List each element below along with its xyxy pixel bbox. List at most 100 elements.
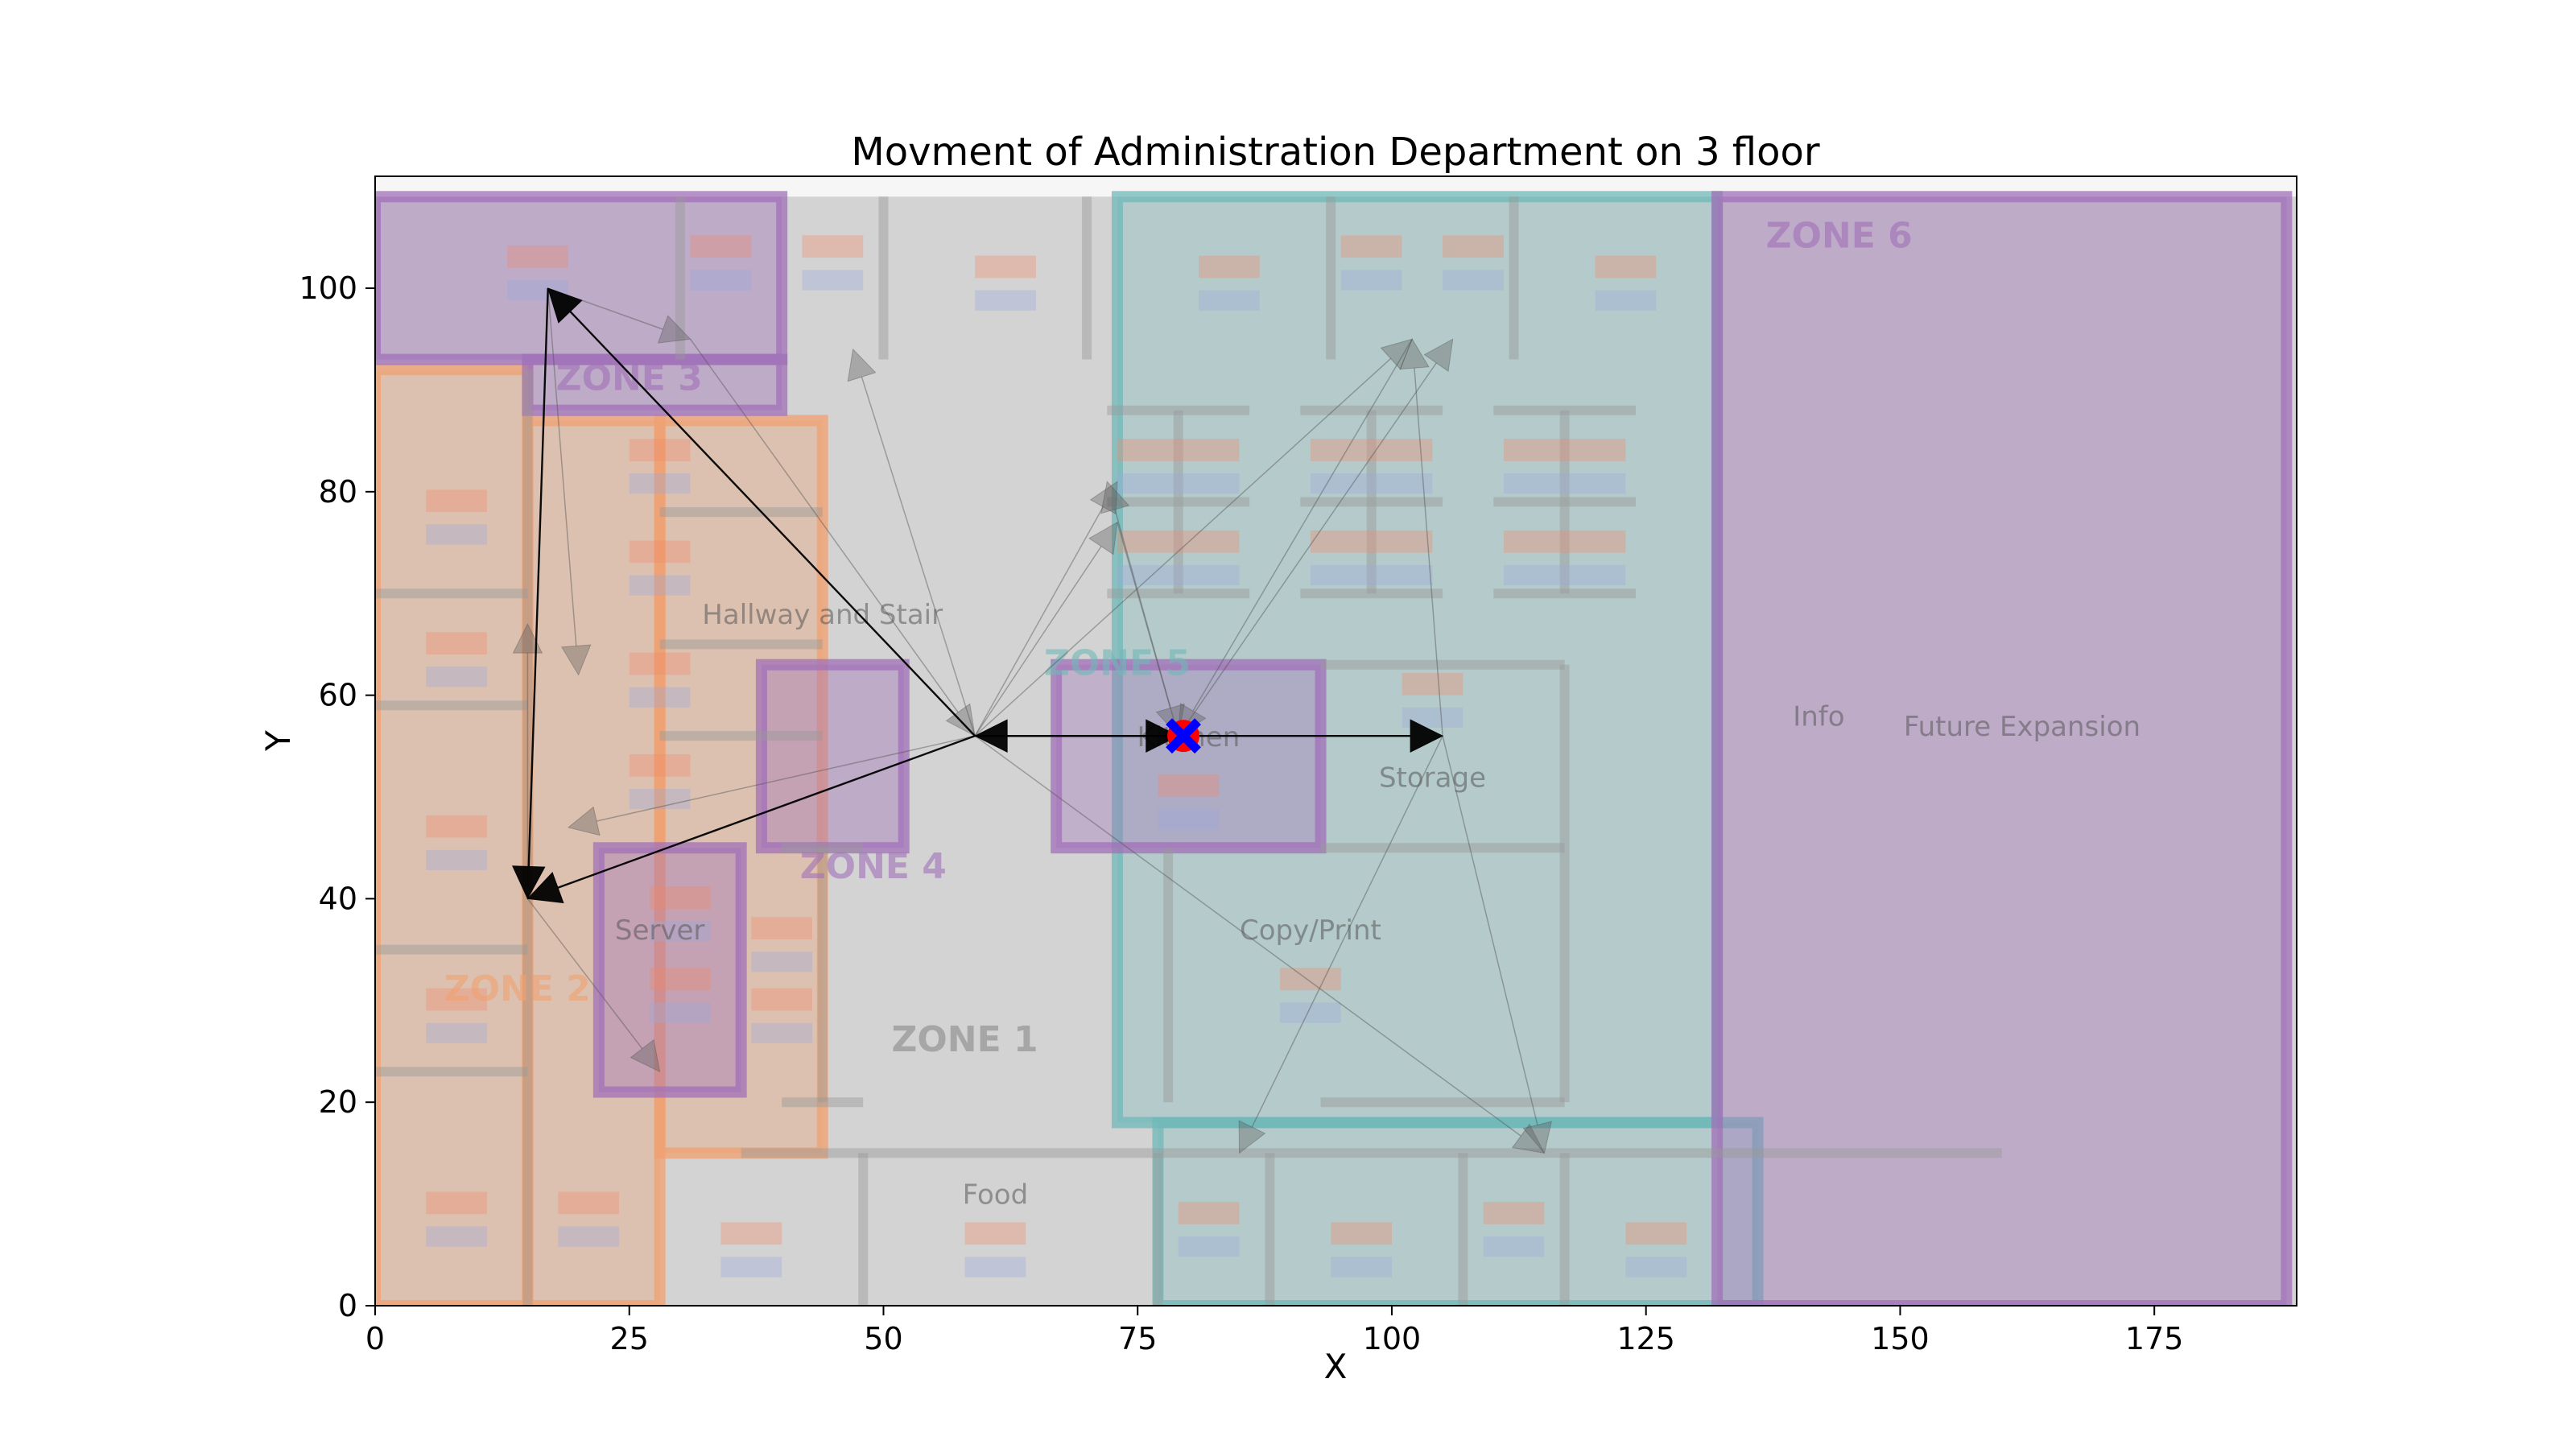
faint-arrow-shaft xyxy=(1192,338,1413,712)
room-tag xyxy=(426,1226,487,1247)
faint-arrow-head xyxy=(657,315,691,344)
room-tag xyxy=(802,270,864,291)
y-axis-label: Y xyxy=(258,730,298,752)
faint-arrow-shaft xyxy=(861,376,976,737)
x-tick-label: 0 xyxy=(365,1321,385,1356)
faint-arrow-head xyxy=(567,806,601,836)
room-tag xyxy=(1117,564,1179,586)
room-tag xyxy=(751,917,813,939)
faint-arrow xyxy=(1442,736,1553,1154)
room-label: Info xyxy=(1793,701,1844,733)
faint-arrow xyxy=(974,521,1118,737)
room-tag xyxy=(629,788,691,810)
room-tag xyxy=(1310,530,1372,553)
room-tag xyxy=(964,1257,1026,1278)
faint-arrow-shaft xyxy=(974,506,1104,737)
room-tag xyxy=(751,988,813,1011)
strong-arrow xyxy=(511,287,549,900)
room-tag xyxy=(1117,439,1179,461)
faint-arrow-shaft xyxy=(689,338,959,713)
room-tag xyxy=(1503,439,1565,461)
strong-arrow-shaft xyxy=(557,735,976,889)
room-tag xyxy=(629,687,691,708)
faint-arrow xyxy=(974,338,1414,737)
room-tag xyxy=(629,652,691,675)
room-tag xyxy=(1178,1236,1240,1257)
strong-arrow-head xyxy=(526,872,564,904)
strong-arrow-shaft xyxy=(569,311,976,737)
y-tick-label: 20 xyxy=(319,1084,357,1120)
faint-arrow-head xyxy=(1511,1123,1546,1154)
room-label: Copy/Print xyxy=(1240,914,1381,947)
plot-frame xyxy=(374,175,2297,1307)
y-tick-label: 40 xyxy=(319,881,357,916)
room-tag xyxy=(975,255,1036,279)
room-tag xyxy=(1158,809,1220,830)
strong-arrow-head xyxy=(511,865,546,900)
room-tag xyxy=(1178,564,1240,586)
strong-movement-arrows xyxy=(511,287,1444,904)
faint-arrow-head xyxy=(1399,338,1430,370)
zone-5-area xyxy=(1152,1117,1764,1306)
room-label: Server xyxy=(615,914,705,947)
room-tag xyxy=(558,1226,620,1247)
room-tag xyxy=(426,1022,487,1043)
strong-arrow xyxy=(547,287,976,737)
room-label: Storage xyxy=(1379,762,1486,794)
room-tag xyxy=(1340,270,1402,291)
faint-arrow xyxy=(1100,481,1179,737)
room-tag xyxy=(720,1222,782,1245)
position-marker xyxy=(1166,718,1201,754)
faint-arrow-shaft xyxy=(547,287,577,646)
faint-arrow-head xyxy=(1423,338,1454,372)
room-tag xyxy=(1199,255,1260,279)
faint-arrow-shaft xyxy=(1442,736,1538,1125)
faint-arrow-shaft xyxy=(1114,509,1179,737)
y-tick-label: 80 xyxy=(319,474,357,510)
room-tag xyxy=(426,632,487,655)
room-tag xyxy=(426,988,487,1011)
faint-arrow-head xyxy=(560,644,592,676)
room-tag xyxy=(1199,290,1260,311)
faint-arrow xyxy=(1399,338,1443,737)
x-tick-label: 125 xyxy=(1616,1321,1675,1356)
room-tag xyxy=(629,575,691,596)
faint-arrow-shaft xyxy=(596,735,976,822)
faint-arrow-shaft xyxy=(974,546,1102,737)
plot-area: ZONE 1 ZONE 2 ZONE 3 ZONE 4 ZONE 5 ZONE 6 Hall… xyxy=(375,176,2297,1306)
room-tag xyxy=(1371,439,1433,461)
room-tag xyxy=(629,540,691,564)
x-axis-ticks: 0 25 50 75 100 125 150 175 xyxy=(365,1306,2184,1356)
zone-3-area xyxy=(375,191,788,365)
faint-arrow xyxy=(1178,338,1454,737)
room-tag xyxy=(1503,473,1565,494)
zone-label: ZONE 6 xyxy=(1766,215,1913,256)
faint-arrow-head xyxy=(1088,521,1118,555)
chart-title: Movment of Administration Department on … xyxy=(851,130,1820,175)
room-tag xyxy=(650,968,711,991)
y-tick-label: 0 xyxy=(338,1288,357,1323)
room-tag xyxy=(1331,1257,1392,1278)
faint-arrow xyxy=(526,898,661,1073)
faint-arrow-shaft xyxy=(526,898,643,1050)
room-tag xyxy=(426,1191,487,1215)
faint-arrow xyxy=(1238,735,1443,1154)
zone-3-area xyxy=(522,353,788,416)
faint-arrow xyxy=(974,481,1118,737)
x-tick-label: 150 xyxy=(1871,1321,1930,1356)
room-tag xyxy=(1340,235,1402,258)
room-tag xyxy=(720,1257,782,1278)
faint-arrow-shaft xyxy=(1414,368,1443,737)
faint-arrow-head xyxy=(1100,481,1130,514)
zone-label: ZONE 4 xyxy=(800,846,947,887)
strong-arrow xyxy=(1178,719,1444,753)
x-tick-label: 175 xyxy=(2125,1321,2184,1356)
room-tag xyxy=(1371,530,1433,553)
strong-arrow-shaft xyxy=(527,287,549,867)
x-tick-label: 50 xyxy=(864,1321,902,1356)
room-tag xyxy=(1595,255,1657,279)
room-tag xyxy=(1564,530,1626,553)
strong-arrow xyxy=(974,719,1179,753)
faint-arrow xyxy=(512,623,543,899)
